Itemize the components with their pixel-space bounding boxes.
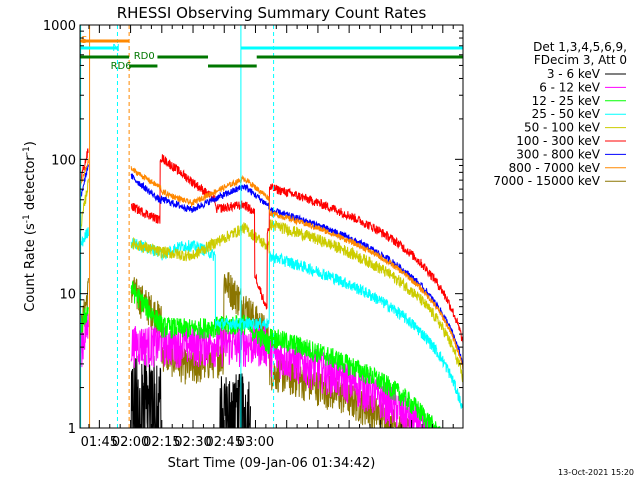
x-tick-label: 03:00 [237, 435, 274, 450]
legend-entry-label: 7000 - 15000 keV [493, 174, 600, 188]
x-tick-label: 02:30 [174, 435, 211, 450]
series-100-300-line [80, 148, 463, 343]
legend-header-line: FDecim 3, Att 0 [534, 53, 627, 67]
legend-entry-label: 100 - 300 keV [516, 134, 600, 148]
y-axis-label-superscript: -1 [22, 146, 32, 155]
x-tick-label: 02:15 [143, 435, 180, 450]
y-axis-label: Count Rate (s-1 detector-1) [22, 141, 38, 312]
rd6-flag-label: RD6 [111, 61, 132, 72]
y-axis: 1 10 100 1000 [43, 19, 463, 437]
y-tick-label: 1000 [43, 19, 76, 34]
series-50-100-line [80, 178, 463, 383]
legend-entry-label: 6 - 12 keV [539, 80, 601, 94]
chart-title: RHESSI Observing Summary Count Rates [117, 4, 427, 22]
x-tick-label: 02:45 [206, 435, 243, 450]
timestamp: 13-Oct-2021 15:20 [558, 468, 634, 477]
y-tick-label: 1 [68, 422, 76, 437]
rd0-flag-label: RD0 [134, 51, 155, 62]
legend-entry-label: 12 - 25 keV [532, 94, 601, 108]
legend-entry-label: 50 - 100 keV [524, 121, 601, 135]
series-3-6-line [130, 354, 251, 428]
series-25-50-line [80, 227, 463, 409]
series-800-7000-line [80, 158, 463, 370]
data-area [80, 148, 463, 428]
y-axis-label-superscript: -1 [22, 214, 32, 223]
legend-entry-label: 3 - 6 keV [547, 67, 601, 81]
legend-header-line: Det 1,3,4,5,6,9, [533, 40, 627, 54]
y-axis-label-part: Count Rate (s [23, 223, 38, 312]
saa-flag-label: S [81, 35, 87, 46]
night-flag-label: N [112, 43, 119, 54]
series-12-25-line [80, 281, 463, 428]
legend-entry-label: 300 - 800 keV [516, 147, 600, 161]
y-tick-label: 100 [51, 153, 76, 168]
x-axis-label: Start Time (09-Jan-06 01:34:42) [168, 456, 376, 471]
y-tick-label: 10 [59, 288, 76, 303]
legend: Det 1,3,4,5,6,9,FDecim 3, Att 03 - 6 keV… [493, 40, 627, 188]
x-tick-label: 02:00 [112, 435, 149, 450]
legend-entry-label: 25 - 50 keV [532, 107, 601, 121]
legend-entry-label: 800 - 7000 keV [509, 161, 601, 175]
x-tick-label: 01:45 [81, 435, 118, 450]
y-axis-label-part: ) [23, 141, 38, 146]
plot-frame [79, 24, 464, 429]
y-axis-label-part: detector [23, 155, 38, 215]
